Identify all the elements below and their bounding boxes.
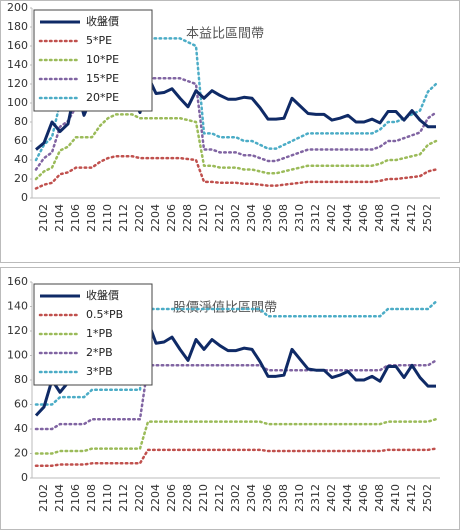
x-tick-label: 2108 (85, 204, 98, 232)
x-tick-label: 2102 (37, 484, 50, 512)
y-tick-label: 40 (14, 422, 28, 435)
x-tick-label: 2204 (149, 484, 162, 512)
x-tick-label: 2202 (133, 484, 146, 512)
y-tick-label: 60 (14, 398, 28, 411)
x-tick-label: 2304 (245, 484, 258, 512)
x-tick-label: 2312 (309, 484, 322, 512)
x-tick-label: 2212 (213, 484, 226, 512)
legend-box (33, 283, 153, 386)
x-tick-label: 2304 (245, 204, 258, 232)
y-tick-label: 20 (14, 447, 28, 460)
chart-title: 股價淨值比區間帶 (173, 300, 277, 316)
series-line (34, 113, 438, 181)
y-tick-label: 40 (14, 153, 28, 166)
x-tick-label: 2208 (181, 484, 194, 512)
x-tick-label: 2104 (53, 484, 66, 512)
x-tick-label: 2308 (277, 204, 290, 232)
x-tick-label: 2106 (69, 204, 82, 232)
x-tick-label: 2110 (101, 204, 114, 232)
x-tick-label: 2212 (213, 204, 226, 232)
x-tick-label: 2408 (373, 204, 386, 232)
legend-label: 15*PE (86, 72, 119, 85)
y-tick-label: 140 (7, 58, 28, 71)
y-tick-label: 0 (21, 471, 28, 484)
x-tick-label: 2112 (117, 204, 130, 232)
x-tick-label: 2308 (277, 484, 290, 512)
x-tick-label: 2104 (53, 204, 66, 232)
x-tick-label: 2410 (389, 204, 402, 232)
legend-label: 1*PB (86, 327, 113, 340)
x-tick-label: 2206 (165, 484, 178, 512)
legend-label: 3*PB (86, 365, 113, 378)
x-tick-label: 2310 (293, 204, 306, 232)
x-tick-label: 2106 (69, 484, 82, 512)
y-tick-label: 100 (7, 96, 28, 109)
series-line (34, 154, 438, 190)
y-tick-label: 100 (7, 349, 28, 362)
x-tick-label: 2404 (341, 484, 354, 512)
y-tick-label: 160 (7, 275, 28, 288)
legend-label: 收盤價 (86, 288, 119, 302)
legend-box (33, 9, 153, 112)
x-tick-label: 2306 (261, 204, 274, 232)
x-tick-label: 2502 (421, 204, 434, 232)
y-tick-label: 20 (14, 172, 28, 185)
x-tick-label: 2202 (133, 204, 146, 232)
x-tick-label: 2502 (421, 484, 434, 512)
x-tick-label: 2404 (341, 204, 354, 232)
x-tick-label: 2206 (165, 204, 178, 232)
x-tick-label: 2406 (357, 484, 370, 512)
series-line (34, 300, 438, 406)
x-tick-label: 2204 (149, 204, 162, 232)
x-tick-label: 2312 (309, 204, 322, 232)
x-tick-label: 2110 (101, 484, 114, 512)
x-tick-label: 2302 (229, 204, 242, 232)
y-tick-label: 140 (7, 300, 28, 313)
x-tick-label: 2406 (357, 204, 370, 232)
y-tick-label: 0 (21, 191, 28, 204)
x-tick-label: 2402 (325, 204, 338, 232)
legend-label: 5*PE (86, 34, 112, 47)
x-tick-label: 2412 (405, 484, 418, 512)
x-tick-label: 2402 (325, 484, 338, 512)
x-tick-label: 2306 (261, 484, 274, 512)
y-tick-label: 200 (7, 1, 28, 14)
x-tick-label: 2208 (181, 204, 194, 232)
x-tick-label: 2102 (37, 204, 50, 232)
x-tick-label: 2410 (389, 484, 402, 512)
chart-title: 本益比區間帶 (186, 27, 264, 42)
x-tick-label: 2412 (405, 204, 418, 232)
x-tick-label: 2310 (293, 484, 306, 512)
y-tick-label: 180 (7, 20, 28, 33)
y-tick-label: 60 (14, 134, 28, 147)
y-tick-label: 160 (7, 39, 28, 52)
legend-label: 20*PE (86, 91, 119, 104)
legend-label: 10*PE (86, 53, 119, 66)
y-tick-label: 80 (14, 373, 28, 386)
x-tick-label: 2108 (85, 484, 98, 512)
legend-label: 2*PB (86, 346, 113, 359)
x-tick-label: 2408 (373, 484, 386, 512)
y-tick-label: 80 (14, 115, 28, 128)
legend-label: 0.5*PB (86, 308, 123, 321)
legend-label: 收盤價 (86, 14, 119, 28)
series-line (34, 447, 438, 467)
series-line (34, 359, 438, 431)
x-tick-label: 2210 (197, 484, 210, 512)
x-tick-label: 2210 (197, 204, 210, 232)
x-tick-label: 2302 (229, 484, 242, 512)
y-tick-label: 120 (7, 324, 28, 337)
y-tick-label: 120 (7, 77, 28, 90)
x-tick-label: 2112 (117, 484, 130, 512)
series-line (34, 417, 438, 455)
